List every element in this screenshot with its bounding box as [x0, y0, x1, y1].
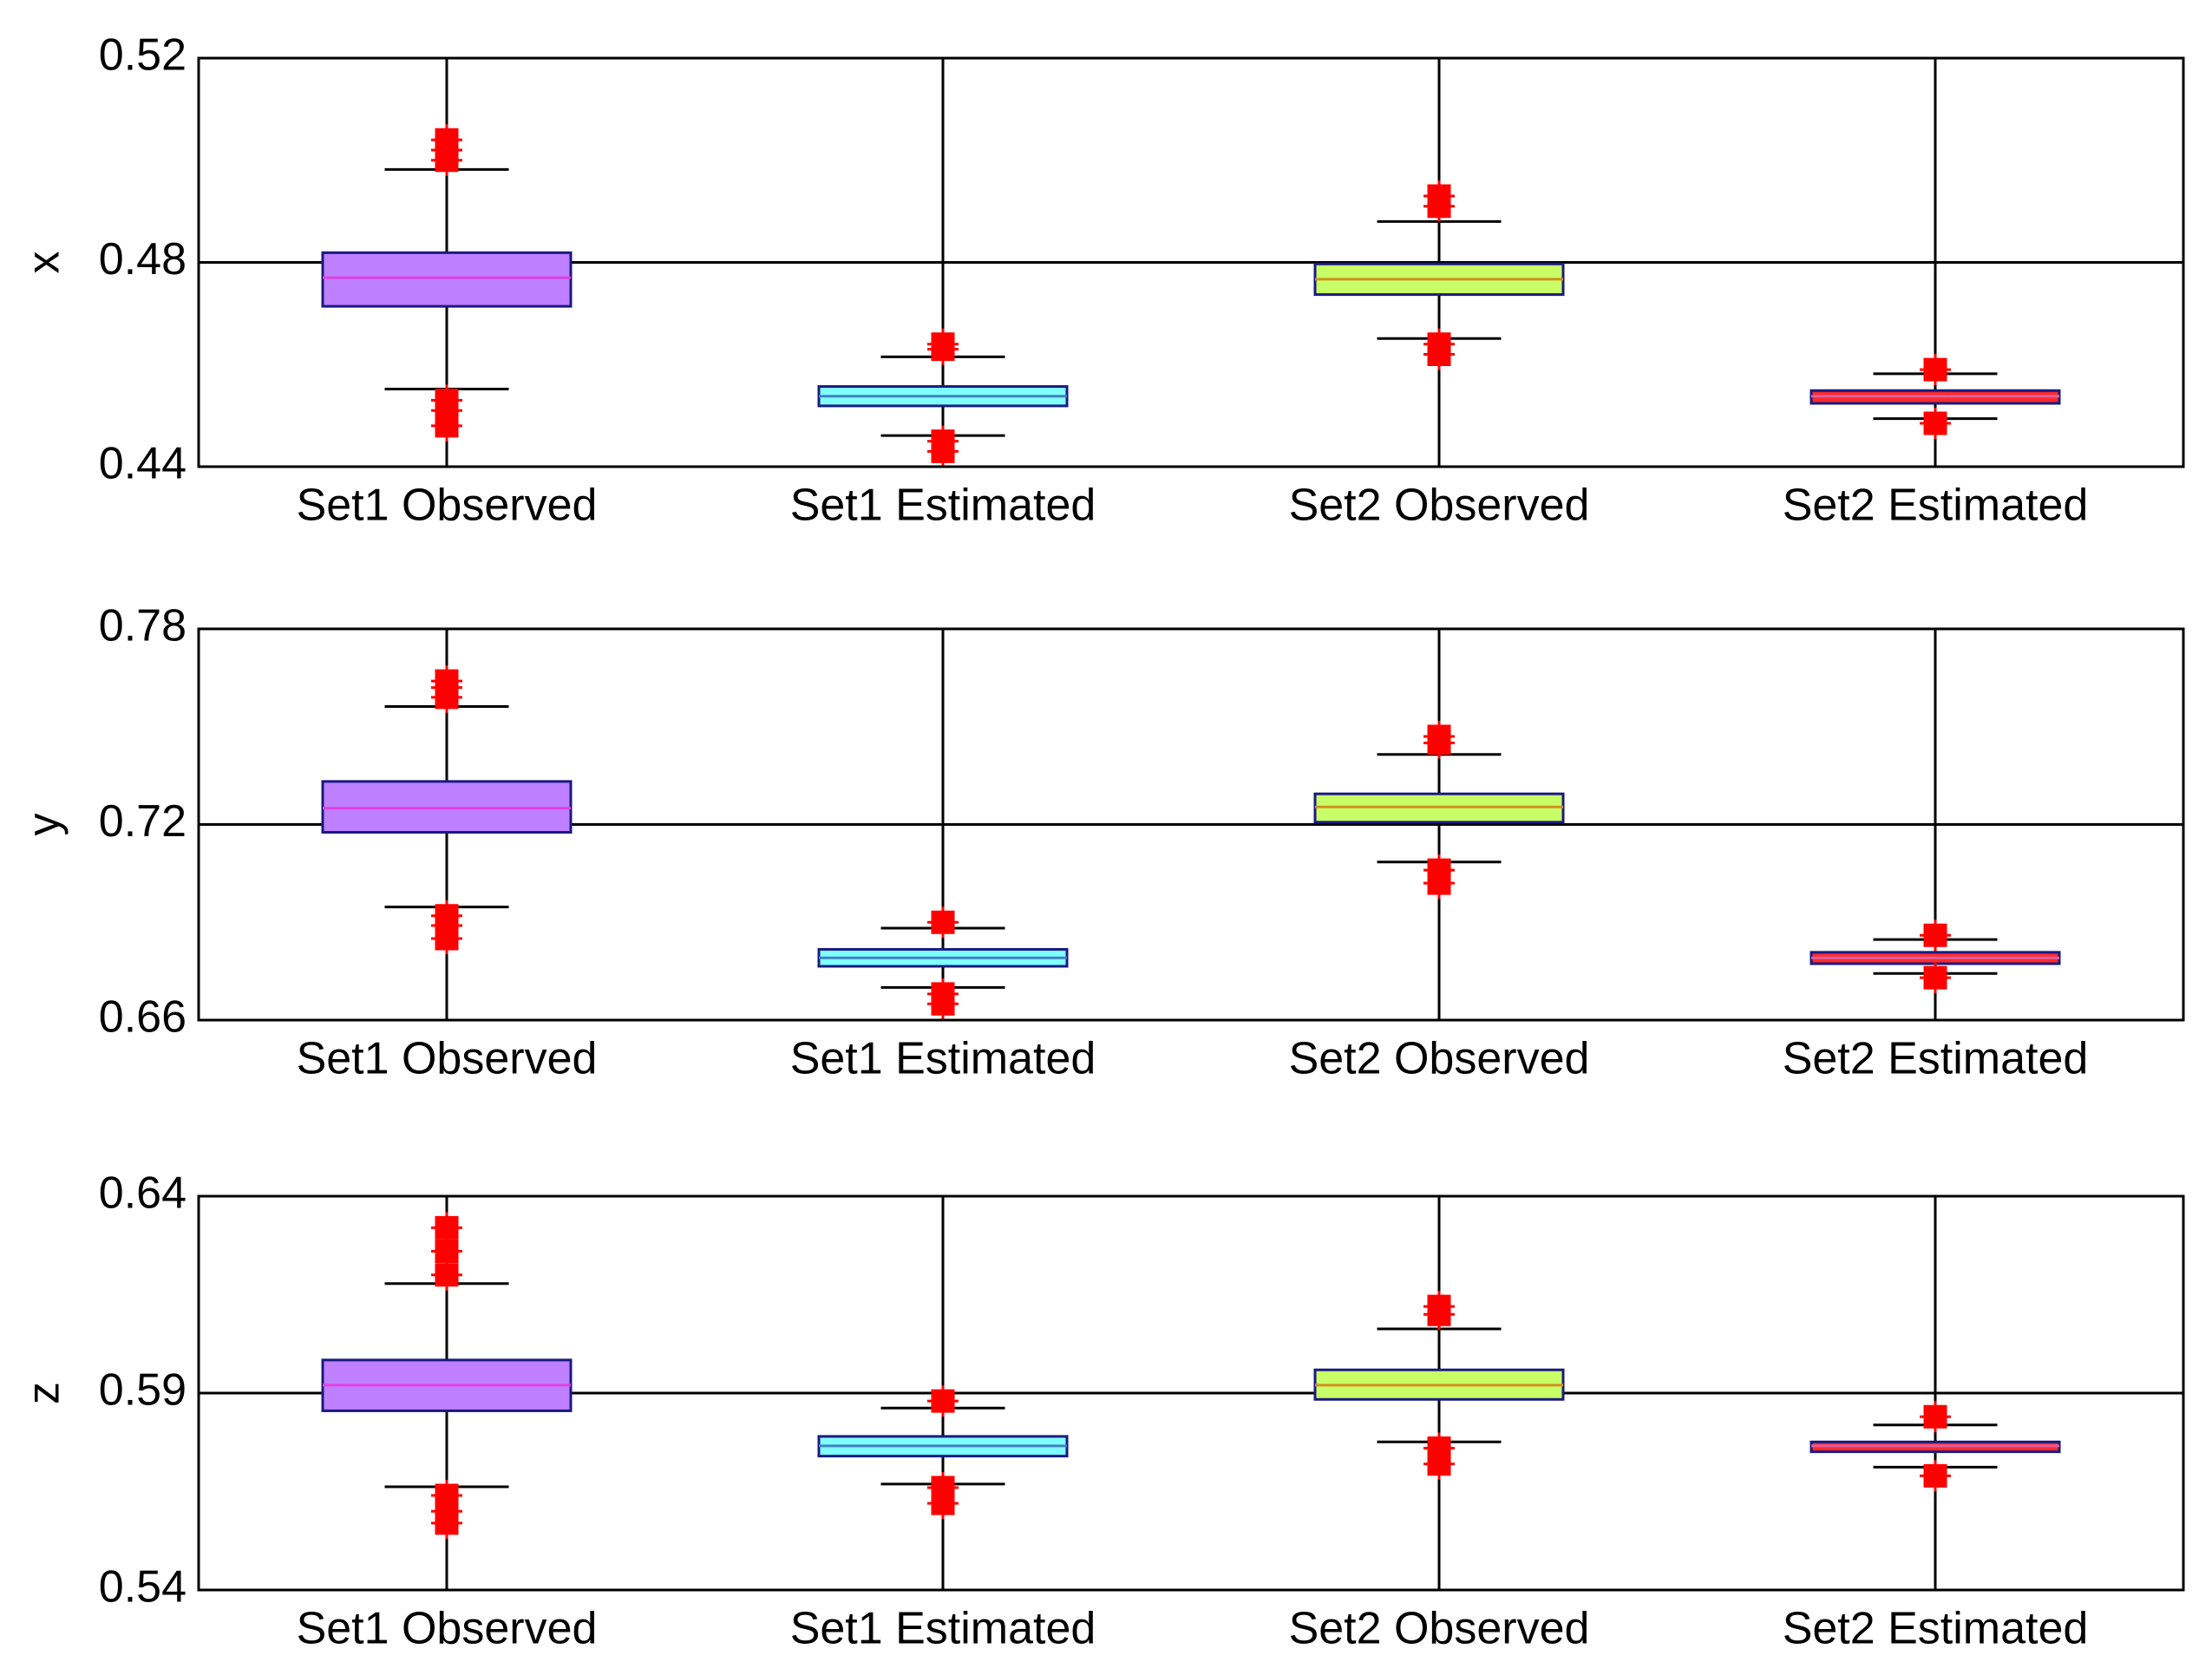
- outlier: [1920, 1460, 1951, 1492]
- outlier: [431, 1259, 462, 1291]
- panel: 0.54 0.59 0.64 z Set1 Observed Set1 Estimated…: [19, 1168, 2185, 1654]
- x-tick-label: Set2 Observed: [1289, 481, 1590, 531]
- outlier: [1423, 867, 1455, 900]
- x-tick-label: Set1 Estimated: [790, 481, 1096, 531]
- y-tick-label: 0.48: [99, 234, 187, 285]
- x-tick-label: Set2 Estimated: [1783, 481, 2089, 531]
- outlier: [1423, 721, 1455, 753]
- outlier: [1920, 1401, 1951, 1433]
- outlier: [1920, 962, 1951, 994]
- y-axis-label: y: [19, 814, 69, 836]
- panel: 0.66 0.72 0.78 y Set1 Observed Set1 Estimated…: [19, 601, 2185, 1084]
- x-tick-label: Set2 Estimated: [1783, 1604, 2089, 1654]
- x-tick-label: Set2 Observed: [1289, 1034, 1590, 1084]
- outlier: [1423, 190, 1455, 222]
- y-axis-label: z: [19, 1382, 69, 1404]
- y-tick-label: 0.52: [99, 30, 187, 81]
- plot-frame: [197, 56, 2185, 468]
- x-tick-label: Set1 Estimated: [790, 1034, 1096, 1084]
- plot-frame: [197, 627, 2185, 1022]
- outlier: [927, 988, 959, 1020]
- y-tick-label: 0.78: [99, 601, 187, 651]
- outlier: [927, 333, 959, 365]
- y-tick-label: 0.64: [99, 1168, 187, 1219]
- outlier: [1423, 1291, 1455, 1323]
- outlier: [431, 409, 462, 442]
- outlier: [431, 1235, 462, 1267]
- outlier: [431, 1507, 462, 1539]
- y-tick-label: 0.72: [99, 796, 187, 847]
- outlier: [1920, 919, 1951, 952]
- panel: 0.44 0.48 0.52 x Set1 Observed Set1 Estimated…: [19, 30, 2185, 531]
- box: [321, 251, 573, 308]
- outlier: [927, 435, 959, 468]
- outlier: [927, 1488, 959, 1520]
- y-tick-label: 0.44: [99, 439, 187, 489]
- outlier: [927, 906, 959, 939]
- box: [321, 780, 573, 834]
- y-tick-label: 0.59: [99, 1365, 187, 1416]
- outlier: [1920, 407, 1951, 439]
- outlier: [431, 923, 462, 955]
- outlier: [431, 124, 462, 156]
- outlier: [431, 681, 462, 713]
- y-tick-label: 0.66: [99, 992, 187, 1043]
- outlier: [1423, 1448, 1455, 1480]
- y-axis-label: x: [19, 252, 69, 274]
- x-tick-label: Set2 Estimated: [1783, 1034, 2089, 1084]
- outlier: [1423, 338, 1455, 370]
- outlier: [1920, 354, 1951, 386]
- outlier: [927, 1385, 959, 1417]
- x-tick-label: Set1 Observed: [297, 1604, 598, 1654]
- plot-frame: [197, 1194, 2185, 1592]
- y-tick-label: 0.54: [99, 1562, 187, 1613]
- x-tick-label: Set2 Observed: [1289, 1604, 1590, 1654]
- x-tick-label: Set1 Observed: [297, 481, 598, 531]
- x-tick-label: Set1 Observed: [297, 1034, 598, 1084]
- x-tick-label: Set1 Estimated: [790, 1604, 1096, 1654]
